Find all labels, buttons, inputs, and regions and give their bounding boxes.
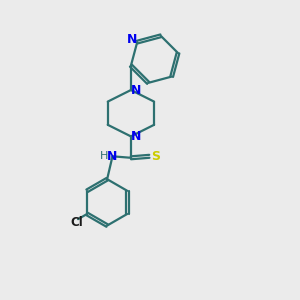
Text: N: N xyxy=(107,150,117,163)
Text: H: H xyxy=(100,151,108,161)
Text: Cl: Cl xyxy=(70,216,83,229)
Text: N: N xyxy=(131,130,142,143)
Text: N: N xyxy=(127,33,137,46)
Text: S: S xyxy=(152,150,160,163)
Text: N: N xyxy=(131,83,142,97)
